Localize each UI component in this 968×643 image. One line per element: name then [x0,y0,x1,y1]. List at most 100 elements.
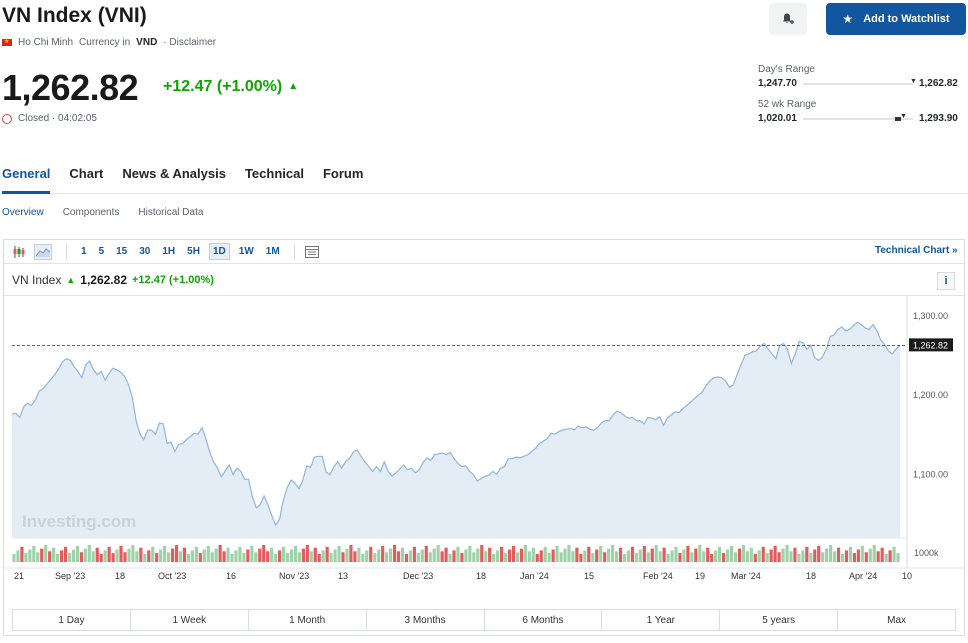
volume-bar [856,549,860,562]
week52-range-high: 1,293.90 [918,113,958,124]
subtab-components[interactable]: Components [62,207,120,218]
price-chart[interactable]: 1,300.00 1,200.00 1,100.00 1,262.82 1000k 21… [0,296,968,586]
volume-bar [448,554,452,562]
interval-30[interactable]: 30 [139,246,151,257]
volume-bar [769,549,773,562]
interval-1[interactable]: 1 [81,246,87,257]
tab-chart[interactable]: Chart [69,166,104,181]
subtab-overview[interactable]: Overview [2,207,44,218]
volume-bar [789,551,793,562]
interval-5h[interactable]: 5H [187,246,200,257]
y-tick-label: 1,100.00 [913,470,948,480]
volume-bar [599,545,603,562]
interval-1d[interactable]: 1D [208,243,230,260]
up-triangle-icon: ▲ [66,275,76,285]
alert-button[interactable] [769,3,807,35]
star-icon: ★ [842,12,854,26]
volume-bar [698,545,702,562]
volume-bar [868,548,872,562]
volume-bar [722,553,726,562]
up-arrow-icon: ▲ [288,81,299,92]
interval-1m[interactable]: 1M [265,246,280,257]
day-range-bar: ▼ [802,78,917,85]
area-chart-icon[interactable] [34,243,52,260]
x-tick-label: 10 [902,571,912,581]
volume-bar [159,549,163,562]
toolbar-divider [293,243,295,260]
x-axis-labels: 21 Sep '23 18 Oct '23 16 Nov '23 13 Dec '23 18 Ja… [14,571,912,581]
volume-bar [630,546,634,562]
volume-bar [400,547,405,562]
period-3-months[interactable]: 3 Months [367,610,485,630]
volume-bar [385,552,389,562]
tab-forum[interactable]: Forum [322,166,364,181]
x-tick-label: 18 [806,571,816,581]
chart-info-button[interactable]: i [937,272,955,290]
volume-bar [872,545,876,562]
period-max[interactable]: Max [887,614,907,626]
volume-bar [607,548,611,562]
volume-bar [170,548,175,562]
volume-bar [706,547,710,562]
interval-1h[interactable]: 1H [162,246,176,257]
volume-bar [753,554,757,562]
period-1-month[interactable]: 1 Month [249,610,367,630]
volume-bar [389,548,393,562]
volume-bar [123,552,127,562]
market-status-text: Closed · 04:02:05 [18,113,97,124]
volume-bar [341,552,345,562]
volume-bar [864,552,868,562]
volume-bar [809,553,813,562]
volume-bar [718,546,722,562]
period-1-year[interactable]: 1 Year [602,610,721,630]
period-6-months[interactable]: 6 Months [485,610,603,630]
volume-bar [369,546,373,562]
investing-watermark: Investing.com [22,512,136,531]
volume-bar [432,548,436,562]
volume-bar [337,545,341,562]
period-1-week[interactable]: 1 Week [131,610,249,630]
period-selector: 1 Day 1 Week 1 Month 3 Months 6 Months 1… [12,609,956,631]
volume-bar [36,552,40,562]
volume-bar [218,545,222,562]
candlestick-icon[interactable] [10,244,28,260]
subtab-historical-data[interactable]: Historical Data [138,207,204,218]
volume-bar [666,554,670,562]
tab-general[interactable]: General [2,166,51,181]
add-to-watchlist-button[interactable]: ★ Add to Watchlist [826,3,966,35]
x-tick-label: 18 [476,571,486,581]
volume-bar [741,545,745,562]
volume-bar [250,545,254,562]
table-view-icon[interactable] [303,244,321,260]
volume-bar [139,547,143,562]
volume-bar [805,546,809,562]
volume-bar [500,546,504,562]
x-tick-label: 21 [14,571,24,581]
volume-bar [147,550,151,562]
currency-code: VND [136,37,158,48]
tab-news-analysis[interactable]: News & Analysis [122,166,226,181]
week52-range: 52 wk Range 1,020.01 ▼ 1,293.90 [758,99,968,124]
volume-bar [567,545,571,562]
volume-bar [618,547,623,562]
interval-1w[interactable]: 1W [238,246,254,257]
volume-bar [87,545,91,562]
interval-5[interactable]: 5 [98,246,105,257]
main-tabs: General Chart News & Analysis Technical … [2,166,363,181]
volume-bar [83,548,87,562]
exchange-name: Ho Chi Minh [18,37,74,48]
period-1-day[interactable]: 1 Day [13,610,131,630]
technical-chart-link[interactable]: Technical Chart » [875,245,958,256]
volume-bar [484,551,488,562]
volume-bar [428,552,432,562]
tabs-divider [0,193,968,194]
interval-15[interactable]: 15 [116,246,128,257]
tab-technical[interactable]: Technical [244,166,304,181]
legend-name: VN Index [12,273,62,287]
disclaimer-link[interactable]: · Disclaimer [163,37,217,48]
volume-bar [844,550,849,562]
period-5-years[interactable]: 5 years [720,610,839,630]
volume-bar [575,547,579,562]
volume-bar [813,549,817,562]
volume-bar [404,554,409,562]
